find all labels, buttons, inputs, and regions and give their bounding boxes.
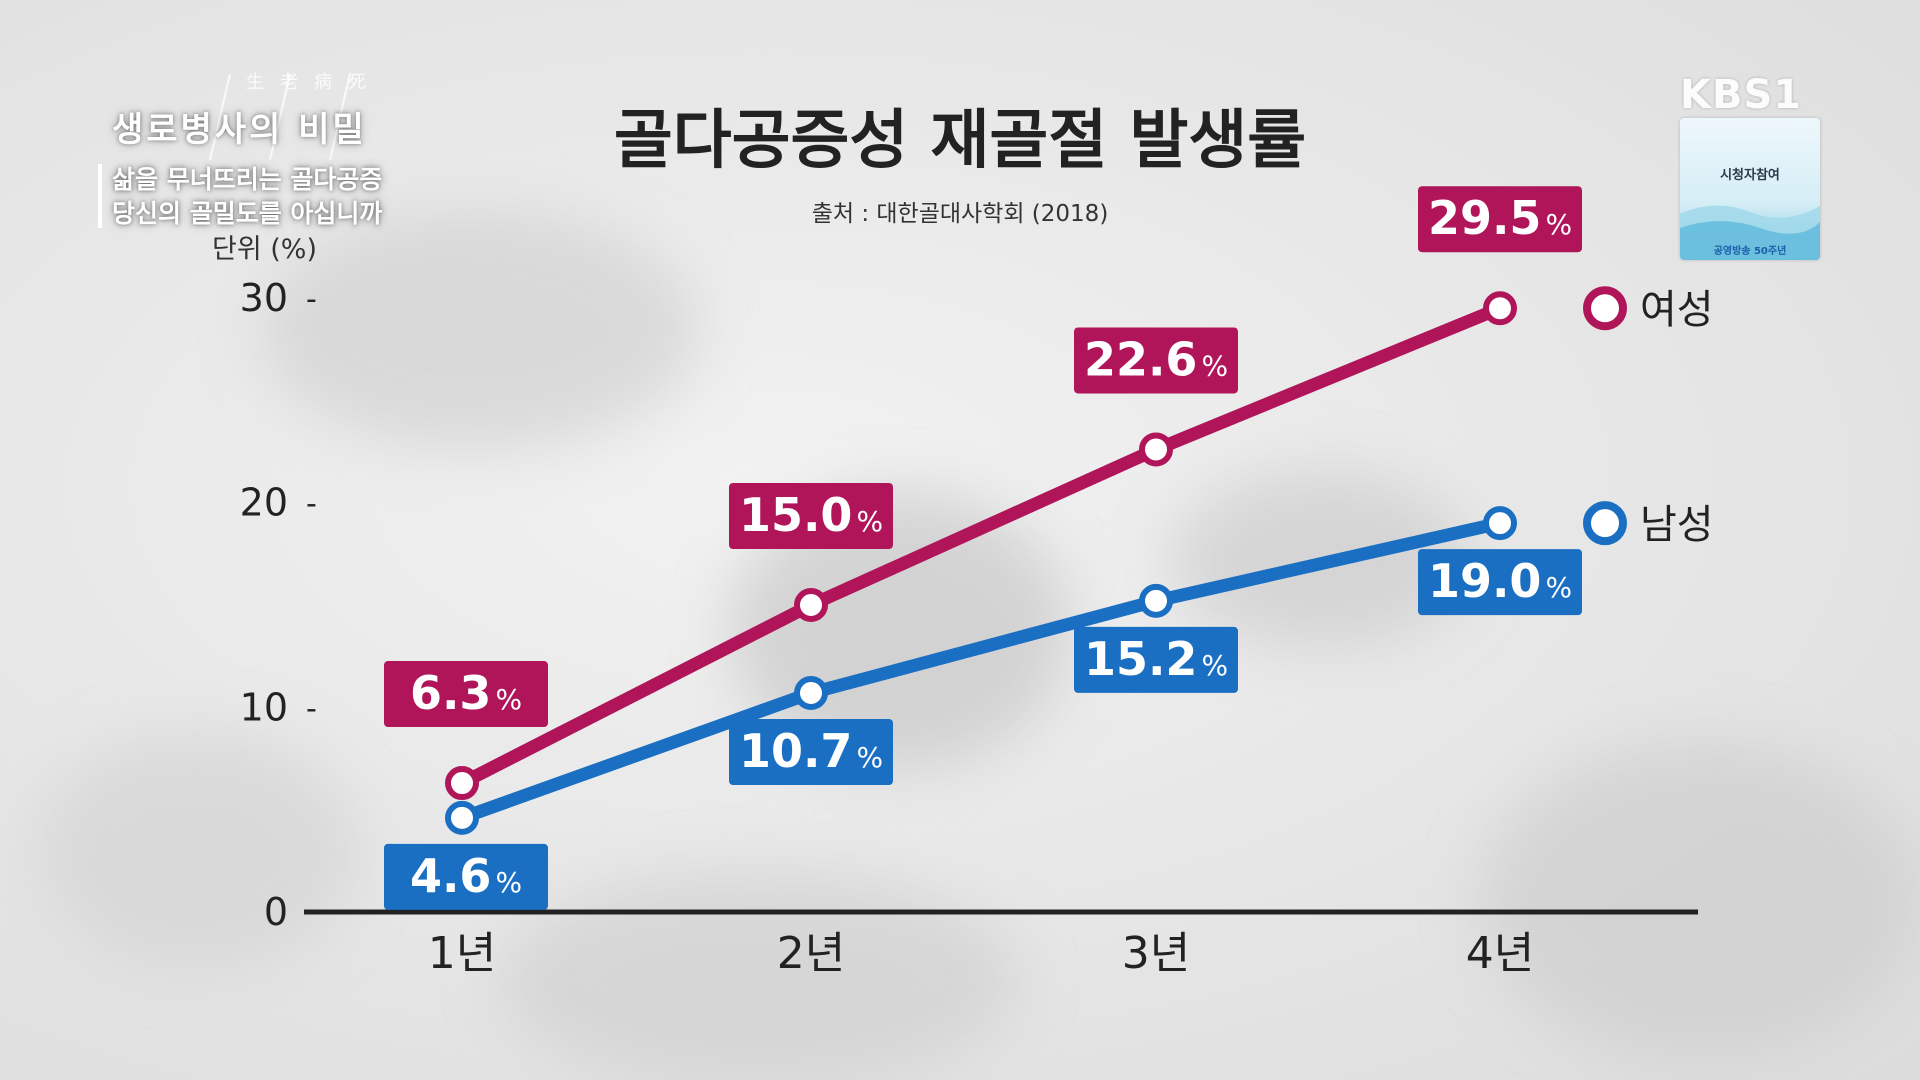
data-point bbox=[448, 769, 476, 797]
x-tick-label: 1년 bbox=[428, 928, 496, 979]
y-tick-label: 10 bbox=[240, 685, 288, 729]
y-tick-mark: - bbox=[306, 487, 317, 522]
data-label: 15.0% bbox=[729, 483, 893, 549]
x-tick-label: 4년 bbox=[1466, 928, 1534, 979]
data-label: 29.5% bbox=[1418, 186, 1582, 252]
legend-label: 여성 bbox=[1640, 287, 1714, 333]
data-label-value: 6.3 bbox=[410, 666, 492, 720]
series-line-female bbox=[462, 308, 1500, 783]
episode-bar bbox=[98, 164, 102, 228]
legend-item-female: 여성 bbox=[1587, 287, 1714, 333]
legend-marker bbox=[1587, 505, 1623, 541]
data-label-unit: % bbox=[856, 505, 883, 538]
y-axis-unit-label: 단위 (%) bbox=[212, 234, 317, 265]
data-label-unit: % bbox=[495, 683, 522, 716]
program-title: 생로병사의 비밀 bbox=[112, 102, 367, 151]
series-line-male bbox=[462, 523, 1500, 818]
data-label-unit: % bbox=[1201, 349, 1228, 382]
kbs1-logo: KBS1 bbox=[1680, 72, 1802, 118]
y-tick-mark: - bbox=[306, 691, 317, 726]
data-point bbox=[448, 804, 476, 832]
data-point bbox=[1142, 435, 1170, 463]
y-tick-label: 30 bbox=[240, 276, 288, 320]
viewer-badge-label: 시청자참여 bbox=[1680, 164, 1820, 183]
y-tick-label: 20 bbox=[240, 481, 288, 525]
data-label: 6.3% bbox=[384, 661, 548, 727]
data-label-value: 22.6 bbox=[1084, 332, 1198, 386]
viewer-participation-badge: 시청자참여 공영방송 50주년 bbox=[1680, 118, 1820, 260]
legend-label: 남성 bbox=[1640, 502, 1714, 548]
chart-source: 출처 : 대한골대사학회 (2018) bbox=[812, 201, 1109, 227]
legend-item-male: 남성 bbox=[1587, 502, 1714, 548]
data-point bbox=[797, 679, 825, 707]
program-logo: 生老病死 생로병사의 비밀 삶을 무너뜨리는 골다공증 당신의 골밀도를 아십니… bbox=[98, 68, 428, 233]
data-label-unit: % bbox=[1201, 649, 1228, 682]
x-tick-label: 3년 bbox=[1122, 928, 1190, 979]
x-tick-label: 2년 bbox=[777, 928, 845, 979]
data-point bbox=[797, 591, 825, 619]
data-label-value: 19.0 bbox=[1428, 554, 1542, 608]
data-label-unit: % bbox=[1545, 571, 1572, 604]
data-label-value: 4.6 bbox=[410, 849, 492, 903]
data-label-value: 15.2 bbox=[1084, 632, 1198, 686]
data-label: 4.6% bbox=[384, 844, 548, 910]
data-label-value: 29.5 bbox=[1428, 191, 1542, 245]
data-point bbox=[1142, 587, 1170, 615]
series-lines bbox=[462, 308, 1500, 818]
data-label: 19.0% bbox=[1418, 549, 1582, 615]
episode-title-line-1: 삶을 무너뜨리는 골다공증 bbox=[112, 160, 382, 196]
y-tick-mark: - bbox=[306, 282, 317, 317]
data-point bbox=[1486, 509, 1514, 537]
data-label: 10.7% bbox=[729, 719, 893, 785]
chart-title: 골다공증성 재골절 발생률 bbox=[614, 104, 1306, 178]
data-label-value: 10.7 bbox=[739, 724, 853, 778]
data-label-value: 15.0 bbox=[739, 488, 853, 542]
episode-title-line-2: 당신의 골밀도를 아십니까 bbox=[112, 194, 382, 230]
legend-marker bbox=[1587, 290, 1623, 326]
program-logo-ornament: 生老病死 bbox=[246, 68, 382, 94]
data-label: 15.2% bbox=[1074, 627, 1238, 693]
data-point bbox=[1486, 294, 1514, 322]
data-label-unit: % bbox=[495, 866, 522, 899]
data-label: 22.6% bbox=[1074, 327, 1238, 393]
y-tick-label: 0 bbox=[264, 890, 288, 934]
wave-icon bbox=[1680, 118, 1820, 260]
viewer-badge-footer: 공영방송 50주년 bbox=[1680, 242, 1820, 257]
data-label-unit: % bbox=[856, 741, 883, 774]
data-label-unit: % bbox=[1545, 208, 1572, 241]
